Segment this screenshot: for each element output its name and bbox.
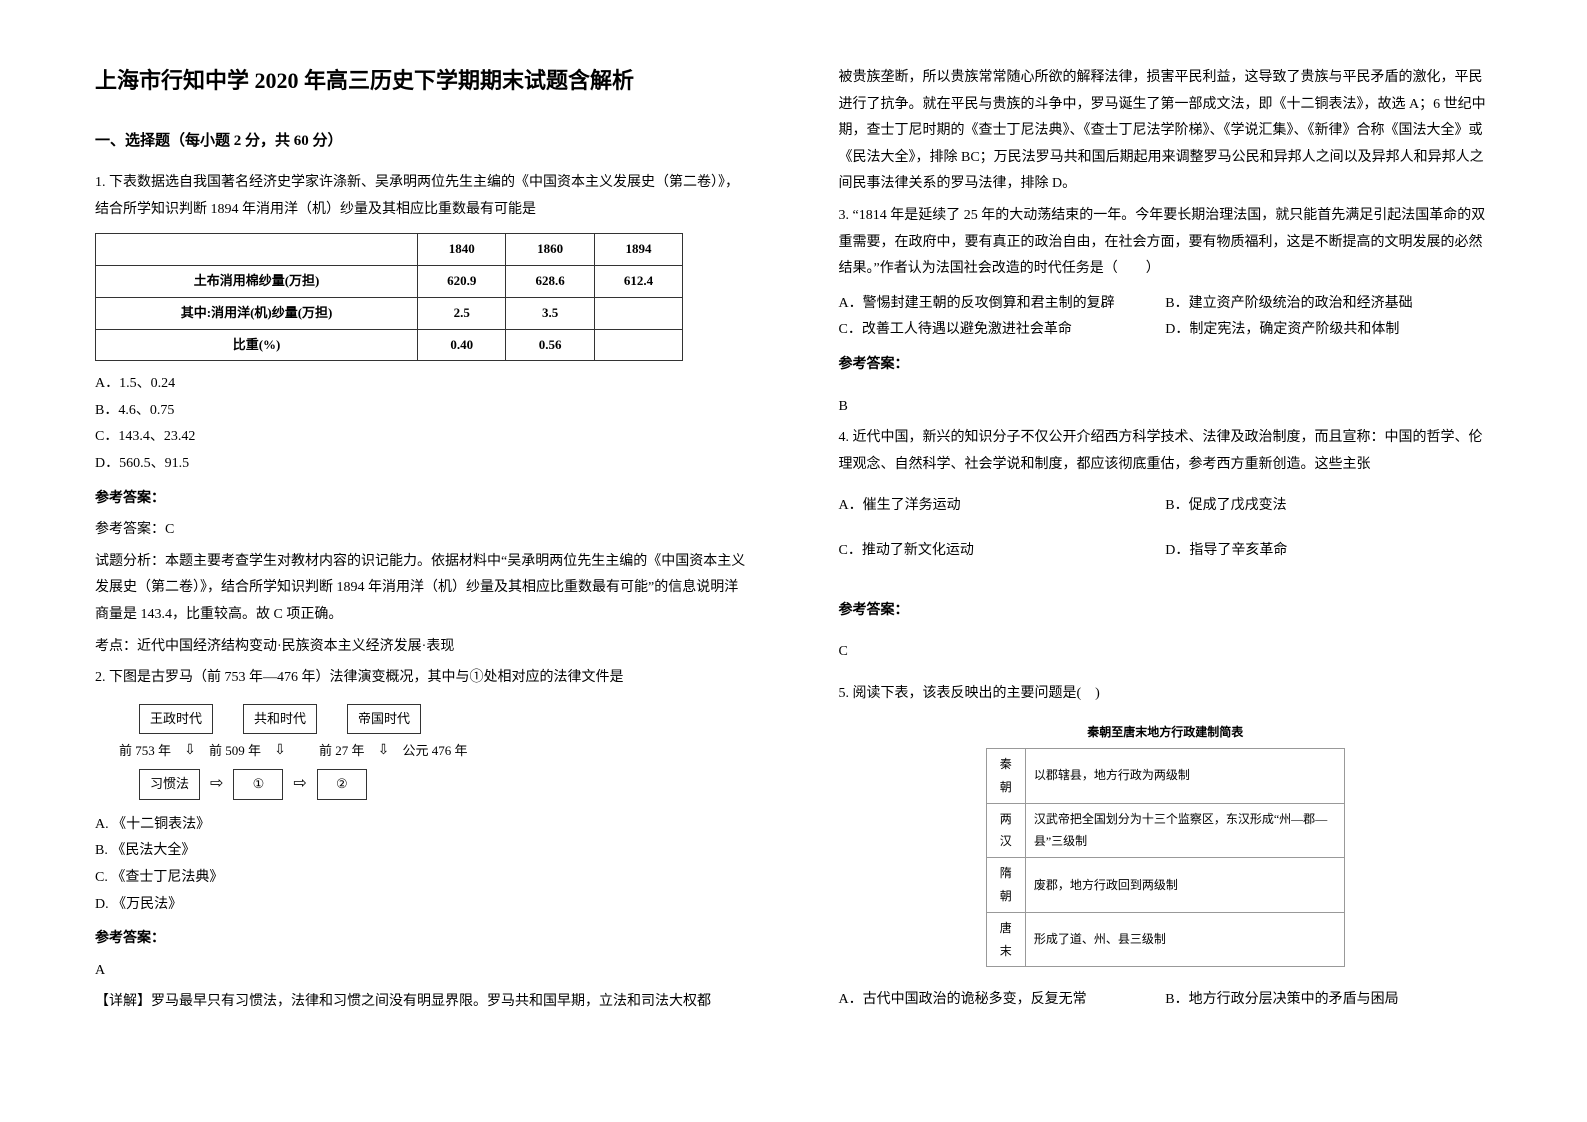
q5-opts-row1: A．古代中国政治的诡秘多变，反复无常 B．地方行政分层决策中的矛盾与困局 [839,987,1493,1014]
year-label: 前 27 年 [315,739,369,764]
q3-opts-row2: C．改善工人待遇以避免激进社会革命 D．制定宪法，确定资产阶级共和体制 [839,317,1493,344]
answer-label: 参考答案： [95,926,749,953]
q5-table: 秦朝至唐末地方行政建制简表 秦朝以郡辖县，地方行政为两级制 两汉汉武帝把全国划分… [986,717,1345,967]
table-row: 1840 1860 1894 [96,234,683,266]
diagram-era-row: 王政时代 共和时代 帝国时代 [115,704,749,735]
table-row: 两汉汉武帝把全国划分为十三个监察区，东汉形成“州—郡—县”三级制 [986,803,1344,858]
option-a: A．1.5、0.24 [95,371,749,398]
q2-detail-start: 【详解】罗马最早只有习惯法，法律和习惯之间没有明显界限。罗马共和国早期，立法和司… [95,989,749,1016]
option-c: C．改善工人待遇以避免激进社会革命 [839,317,1166,344]
option-b: B．4.6、0.75 [95,398,749,425]
table-row: 土布消用棉纱量(万担) 620.9 628.6 612.4 [96,266,683,298]
option-a: A．古代中国政治的诡秘多变，反复无常 [839,987,1166,1014]
table-caption: 秦朝至唐末地方行政建制简表 [986,717,1344,748]
section-header: 一、选择题（每小题 2 分，共 60 分） [95,127,749,156]
flow-box: ① [233,769,283,800]
year-label: 公元 476 年 [399,739,472,764]
diagram-year-row: 前 753 年 ⇩ 前 509 年 ⇩ 前 27 年 ⇩ 公元 476 年 [115,738,749,765]
option-b: B．促成了戊戌变法 [1165,493,1492,520]
option-b: B．建立资产阶级统治的政治和经济基础 [1165,291,1492,318]
option-d: D. 《万民法》 [95,892,749,919]
option-c: C．143.4、23.42 [95,424,749,451]
answer-label: 参考答案： [95,486,749,513]
table-row: 比重(%) 0.40 0.56 [96,329,683,361]
arrow-right-icon: ⇨ [206,769,227,799]
arrow-down-icon: ⇩ [375,738,393,765]
q5-stem: 5. 阅读下表，该表反映出的主要问题是( ) [839,681,1493,708]
arrow-down-icon: ⇩ [181,738,199,765]
era-box: 共和时代 [243,704,317,735]
q2-stem: 2. 下图是古罗马（前 753 年—476 年）法律演变概况，其中与①处相对应的… [95,665,749,692]
flow-box: ② [317,769,367,800]
option-a: A．警惕封建王朝的反攻倒算和君主制的复辟 [839,291,1166,318]
flow-box: 习惯法 [139,769,200,800]
option-a: A. 《十二铜表法》 [95,812,749,839]
option-b: B. 《民法大全》 [95,838,749,865]
answer-label: 参考答案： [839,352,1493,379]
q4-options: A．催生了洋务运动 B．促成了戊戌变法 C．推动了新文化运动 D．指导了辛亥革命 [839,493,1493,582]
q3-answer: B [839,394,1493,421]
option-d: D．指导了辛亥革命 [1165,538,1492,565]
table-row: 秦朝以郡辖县，地方行政为两级制 [986,749,1344,804]
q4-answer: C [839,639,1493,666]
option-c: C. 《查士丁尼法典》 [95,865,749,892]
exam-title: 上海市行知中学 2020 年高三历史下学期期末试题含解析 [95,60,749,102]
option-c: C．推动了新文化运动 [839,538,1166,565]
table-row: 唐末形成了道、州、县三级制 [986,912,1344,967]
q1-answer: 参考答案：C [95,517,749,544]
q2-diagram: 王政时代 共和时代 帝国时代 前 753 年 ⇩ 前 509 年 ⇩ 前 27 … [115,704,749,800]
option-d: D．560.5、91.5 [95,451,749,478]
table-row: 隋朝废郡，地方行政回到两级制 [986,858,1344,913]
arrow-down-icon: ⇩ [271,738,289,765]
right-column: 被贵族垄断，所以贵族常常随心所欲的解释法律，损害平民利益，这导致了贵族与平民矛盾… [794,60,1538,1062]
q3-stem: 3. “1814 年是延续了 25 年的大动荡结束的一年。今年要长期治理法国，就… [839,203,1493,283]
diagram-flow-row: 习惯法 ⇨ ① ⇨ ② [115,769,749,800]
arrow-right-icon: ⇨ [289,769,310,799]
year-label: 前 509 年 [205,739,265,764]
option-d: D．制定宪法，确定资产阶级共和体制 [1165,317,1492,344]
era-box: 帝国时代 [347,704,421,735]
q2-answer: A [95,958,749,985]
q3-opts-row1: A．警惕封建王朝的反攻倒算和君主制的复辟 B．建立资产阶级统治的政治和经济基础 [839,291,1493,318]
q2-options: A. 《十二铜表法》 B. 《民法大全》 C. 《查士丁尼法典》 D. 《万民法… [95,812,749,918]
q1-table: 1840 1860 1894 土布消用棉纱量(万担) 620.9 628.6 6… [95,233,683,361]
year-label: 前 753 年 [115,739,175,764]
option-a: A．催生了洋务运动 [839,493,1166,520]
answer-label: 参考答案： [839,598,1493,625]
era-box: 王政时代 [139,704,213,735]
q1-analysis: 试题分析：本题主要考查学生对教材内容的识记能力。依据材料中“吴承明两位先生主编的… [95,549,749,629]
q1-kaodian: 考点：近代中国经济结构变动·民族资本主义经济发展·表现 [95,634,749,661]
left-column: 上海市行知中学 2020 年高三历史下学期期末试题含解析 一、选择题（每小题 2… [50,60,794,1062]
table-row: 其中:消用洋(机)纱量(万担) 2.5 3.5 [96,297,683,329]
q4-stem: 4. 近代中国，新兴的知识分子不仅公开介绍西方科学技术、法律及政治制度，而且宣称… [839,425,1493,478]
option-b: B．地方行政分层决策中的矛盾与困局 [1165,987,1492,1014]
q2-detail-cont: 被贵族垄断，所以贵族常常随心所欲的解释法律，损害平民利益，这导致了贵族与平民矛盾… [839,65,1493,198]
q1-stem: 1. 下表数据选自我国著名经济史学家许涤新、吴承明两位先生主编的《中国资本主义发… [95,170,749,223]
q1-options: A．1.5、0.24 B．4.6、0.75 C．143.4、23.42 D．56… [95,371,749,477]
